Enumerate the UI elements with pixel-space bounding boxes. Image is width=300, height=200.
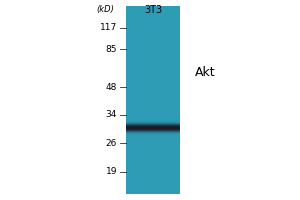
Bar — [126, 132, 180, 133]
Text: 85: 85 — [106, 45, 117, 53]
Text: 48: 48 — [106, 83, 117, 92]
Text: 117: 117 — [100, 23, 117, 32]
Bar — [126, 133, 180, 134]
Text: 19: 19 — [106, 168, 117, 176]
Bar — [126, 122, 180, 123]
Bar — [126, 128, 180, 129]
Text: 26: 26 — [106, 138, 117, 147]
Bar — [126, 134, 180, 135]
Bar — [126, 131, 180, 132]
Bar — [126, 133, 180, 134]
Bar — [126, 131, 180, 132]
Bar — [126, 125, 180, 126]
Bar — [126, 135, 180, 136]
Bar — [126, 130, 180, 131]
Bar — [126, 125, 180, 126]
Bar — [126, 135, 180, 136]
Bar — [126, 120, 180, 121]
Text: 3T3: 3T3 — [144, 5, 162, 15]
Bar — [126, 126, 180, 127]
Bar — [126, 120, 180, 121]
Bar — [126, 121, 180, 122]
Bar — [126, 127, 180, 128]
Bar — [126, 124, 180, 125]
Text: Akt: Akt — [195, 66, 216, 78]
Text: 34: 34 — [106, 110, 117, 119]
Bar — [126, 134, 180, 135]
Bar — [126, 121, 180, 122]
Bar — [126, 128, 180, 129]
Bar — [126, 123, 180, 124]
Bar — [126, 130, 180, 131]
Bar — [126, 122, 180, 123]
Bar — [126, 127, 180, 128]
Bar — [126, 129, 180, 130]
Bar — [126, 129, 180, 130]
Bar — [126, 123, 180, 124]
Bar — [126, 124, 180, 125]
Text: (kD): (kD) — [96, 5, 114, 14]
Bar — [126, 126, 180, 127]
Bar — [126, 6, 180, 194]
Bar — [126, 132, 180, 133]
